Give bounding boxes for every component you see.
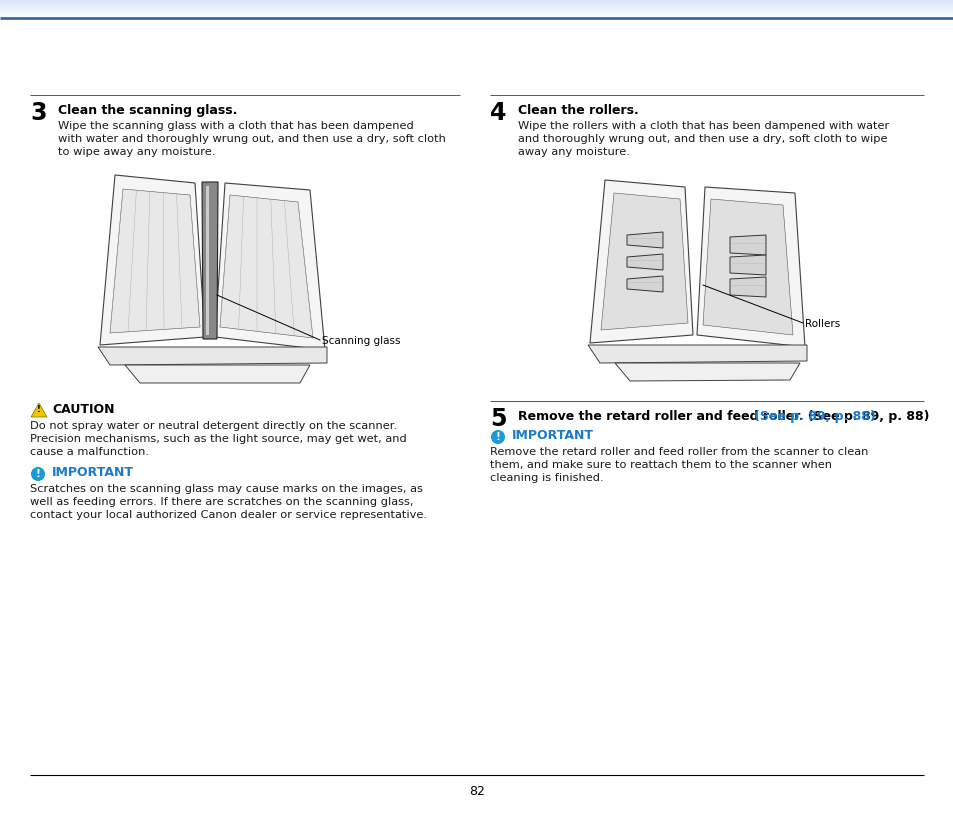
Text: Scratches on the scanning glass may cause marks on the images, as: Scratches on the scanning glass may caus… [30, 484, 422, 494]
Text: Rollers: Rollers [804, 319, 840, 329]
Bar [0, 17, 953, 18]
Text: them, and make sure to reattach them to the scanner when: them, and make sure to reattach them to … [490, 460, 831, 470]
Text: IMPORTANT: IMPORTANT [52, 466, 133, 479]
Polygon shape [626, 232, 662, 248]
Polygon shape [30, 403, 47, 417]
Text: !: ! [37, 405, 41, 414]
Bar [0, 10, 953, 11]
Text: CAUTION: CAUTION [52, 403, 114, 416]
Polygon shape [729, 235, 765, 255]
Bar [0, 7, 953, 8]
Text: 4: 4 [490, 101, 506, 125]
Text: Do not spray water or neutral detergent directly on the scanner.: Do not spray water or neutral detergent … [30, 421, 396, 431]
Text: well as feeding errors. If there are scratches on the scanning glass,: well as feeding errors. If there are scr… [30, 497, 413, 507]
Bar [0, 6, 953, 7]
Polygon shape [202, 182, 218, 339]
Text: Clean the scanning glass.: Clean the scanning glass. [58, 104, 237, 117]
Text: Precision mechanisms, such as the light source, may get wet, and: Precision mechanisms, such as the light … [30, 434, 406, 444]
Circle shape [491, 430, 504, 444]
Polygon shape [626, 254, 662, 270]
Polygon shape [600, 193, 687, 330]
Bar [0, 4, 953, 5]
Polygon shape [220, 195, 313, 338]
Polygon shape [697, 187, 804, 347]
Bar [0, 14, 953, 15]
Bar [0, 1, 953, 2]
Bar [0, 3, 953, 4]
Polygon shape [98, 347, 327, 365]
Text: Wipe the rollers with a cloth that has been dampened with water: Wipe the rollers with a cloth that has b… [517, 121, 888, 131]
Bar [0, 11, 953, 12]
Text: away any moisture.: away any moisture. [517, 147, 629, 157]
Text: with water and thoroughly wrung out, and then use a dry, soft cloth: with water and thoroughly wrung out, and… [58, 134, 445, 144]
Polygon shape [626, 276, 662, 292]
Text: (See p. 89, p. 88): (See p. 89, p. 88) [753, 410, 875, 423]
Bar [0, 15, 953, 16]
Bar [0, 9, 953, 10]
Text: 5: 5 [490, 407, 506, 431]
Text: IMPORTANT: IMPORTANT [512, 429, 594, 442]
Text: 82: 82 [469, 785, 484, 798]
Polygon shape [125, 365, 310, 383]
Bar [0, 0, 953, 1]
Text: !: ! [35, 469, 40, 479]
Polygon shape [214, 183, 325, 350]
Polygon shape [615, 363, 800, 381]
Text: cleaning is finished.: cleaning is finished. [490, 473, 603, 483]
Polygon shape [206, 186, 209, 335]
Text: Wipe the scanning glass with a cloth that has been dampened: Wipe the scanning glass with a cloth tha… [58, 121, 414, 131]
Text: !: ! [495, 432, 500, 442]
Polygon shape [702, 199, 792, 335]
Text: and thoroughly wrung out, and then use a dry, soft cloth to wipe: and thoroughly wrung out, and then use a… [517, 134, 886, 144]
Text: Remove the retard roller and feed roller from the scanner to clean: Remove the retard roller and feed roller… [490, 447, 867, 457]
Text: 3: 3 [30, 101, 47, 125]
Polygon shape [729, 255, 765, 275]
Bar [0, 5, 953, 6]
Text: Scanning glass: Scanning glass [322, 336, 400, 346]
Text: to wipe away any moisture.: to wipe away any moisture. [58, 147, 215, 157]
Polygon shape [100, 175, 205, 345]
Bar [0, 13, 953, 14]
Text: cause a malfunction.: cause a malfunction. [30, 447, 149, 457]
Circle shape [30, 467, 45, 481]
Polygon shape [587, 345, 806, 363]
Polygon shape [729, 277, 765, 297]
Text: Clean the rollers.: Clean the rollers. [517, 104, 639, 117]
Bar [0, 16, 953, 17]
Polygon shape [589, 180, 692, 343]
Text: contact your local authorized Canon dealer or service representative.: contact your local authorized Canon deal… [30, 510, 427, 520]
Bar [0, 8, 953, 9]
Polygon shape [110, 189, 200, 333]
Text: Remove the retard roller and feed roller. (See p. 89, p. 88): Remove the retard roller and feed roller… [517, 410, 928, 423]
Bar [0, 2, 953, 3]
Bar [0, 12, 953, 13]
